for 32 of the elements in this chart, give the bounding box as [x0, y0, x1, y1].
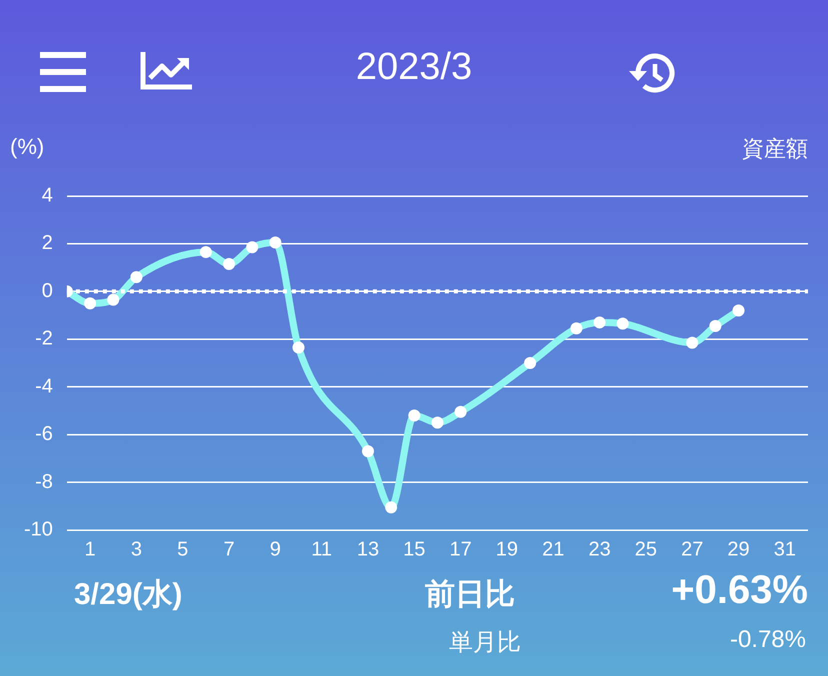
y-tick-label: -8	[35, 470, 53, 493]
x-tick-label: 25	[634, 538, 658, 561]
x-tick-label: 27	[681, 538, 704, 561]
y-tick-label: 2	[42, 232, 53, 254]
x-tick-label: 11	[311, 538, 332, 561]
text: 3/29(水)	[74, 577, 182, 613]
x-tick-label: 21	[542, 538, 564, 561]
y-tick-label: -4	[35, 375, 53, 398]
y-tick-label: -6	[35, 423, 53, 446]
y-tick-label: 0	[42, 280, 53, 302]
x-tick-label: 7	[223, 538, 235, 561]
x-tick-label: 15	[403, 538, 426, 561]
text: -0.78%	[730, 626, 806, 654]
x-tick-label: 19	[496, 538, 518, 561]
x-tick-label: 13	[356, 538, 380, 561]
x-tick-label: 9	[270, 538, 281, 561]
text: +0.63%	[671, 568, 808, 613]
x-tick-label: 29	[727, 538, 750, 561]
y-axis-title: (%)	[10, 134, 44, 160]
chart-title: 2023/3	[354, 46, 474, 89]
y-tick-label: 4	[42, 184, 53, 207]
x-tick-label: 1	[84, 538, 96, 561]
text: 資産額	[742, 135, 808, 163]
text: 単月比	[449, 628, 521, 658]
x-tick-label: 5	[177, 538, 188, 561]
x-tick-label: 23	[588, 538, 611, 561]
y-tick-label: -10	[24, 518, 53, 541]
x-tick-label: 31	[774, 538, 796, 561]
x-tick-label: 17	[449, 538, 472, 561]
y-tick-label: -2	[35, 328, 53, 350]
x-tick-label: 3	[130, 538, 142, 561]
text: 前日比	[425, 577, 515, 613]
